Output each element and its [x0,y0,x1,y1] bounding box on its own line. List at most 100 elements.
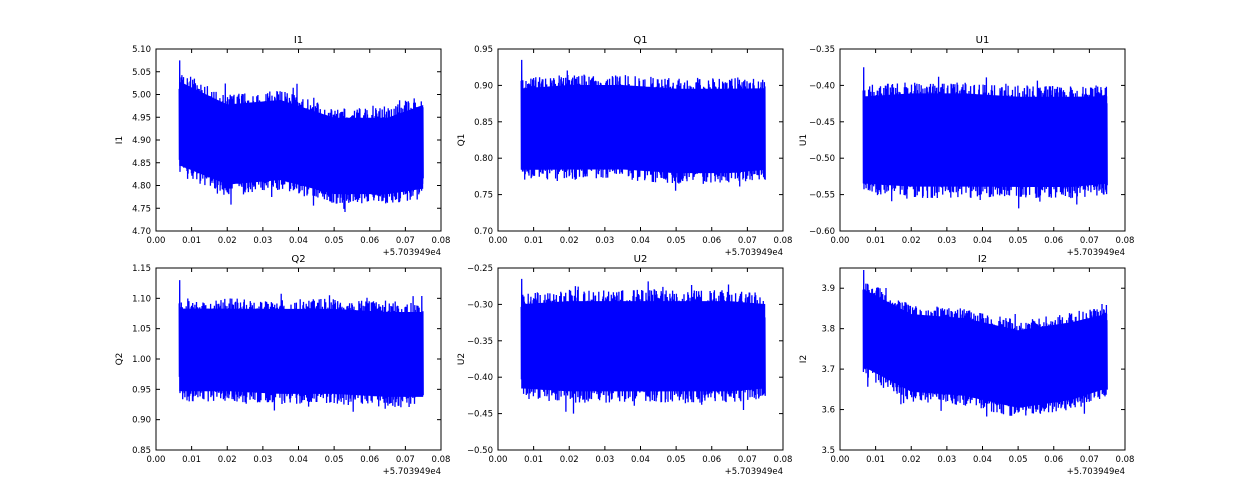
y-tick-label: −0.25 [467,264,493,274]
y-tick-label: 5.10 [132,45,151,55]
x-tick-label: 0.04 [973,236,992,246]
x-tick-label: 0.06 [360,236,379,246]
x-tick-label: 0.06 [360,455,379,465]
y-tick-label: −0.55 [809,191,835,201]
x-tick-label: 0.02 [218,455,237,465]
x-tick-label: 0.02 [902,236,921,246]
x-tick-label: 0.07 [1080,455,1099,465]
y-tick-label: 3.6 [821,406,835,416]
series-line-u2 [520,278,766,414]
x-tick-label: 0.06 [1044,455,1063,465]
y-tick-label: 4.75 [132,204,151,214]
x-tick-label: 0.02 [902,455,921,465]
y-tick-label: 4.80 [132,182,151,192]
y-axis-label: U2 [457,353,467,365]
x-tick-label: 0.00 [831,455,850,465]
x-offset-label: +5.703949e4 [383,467,441,477]
y-axis-label: I2 [799,355,809,363]
x-tick-label: 0.08 [774,455,793,465]
x-offset-label: +5.703949e4 [725,248,783,258]
y-tick-label: 0.95 [474,45,493,55]
y-tick-label: 0.75 [474,191,493,201]
x-tick-label: 0.06 [1044,236,1063,246]
x-tick-label: 0.05 [667,455,686,465]
x-tick-label: 0.08 [774,236,793,246]
x-tick-label: 0.03 [253,236,272,246]
x-tick-label: 0.01 [182,236,201,246]
y-axis-label: Q1 [457,134,467,147]
x-tick-label: 0.04 [631,455,650,465]
x-tick-label: 0.01 [866,455,885,465]
x-tick-label: 0.08 [1116,236,1135,246]
subplot-u2: 0.00 0.01 0.02 0.03 0.04 0.05 0.06 0.07 0.08 −0.5… [457,254,792,477]
y-tick-label: 0.95 [132,385,151,395]
subplot-title: U1 [976,35,990,46]
y-tick-label: −0.45 [467,410,493,420]
subplot-u1: 0.00 0.01 0.02 0.03 0.04 0.05 0.06 0.07 0.08 −0.6… [799,35,1134,258]
y-tick-label: −0.45 [809,118,835,128]
y-tick-label: 3.9 [821,284,835,294]
x-tick-label: 0.07 [738,236,757,246]
y-tick-label: 4.95 [132,113,151,123]
x-tick-label: 0.01 [524,236,543,246]
x-tick-label: 0.08 [1116,455,1135,465]
subplot-i1: 0.00 0.01 0.02 0.03 0.04 0.05 0.06 0.07 0.08 4.70… [115,35,450,258]
x-tick-label: 0.06 [702,455,721,465]
x-tick-label: 0.05 [1009,236,1028,246]
x-tick-label: 0.02 [218,236,237,246]
y-tick-label: 5.00 [132,91,151,101]
x-tick-label: 0.05 [325,236,344,246]
x-tick-label: 0.01 [182,455,201,465]
x-offset-label: +5.703949e4 [725,467,783,477]
x-offset-label: +5.703949e4 [1067,467,1125,477]
x-tick-label: 0.02 [560,236,579,246]
y-tick-label: 4.90 [132,136,151,146]
series-line-i2 [862,269,1108,417]
y-tick-label: 1.15 [132,264,151,274]
y-tick-label: −0.40 [809,81,835,91]
y-tick-label: 3.7 [821,365,835,375]
y-axis-label: I1 [115,136,125,144]
subplot-title: Q1 [633,35,647,46]
y-tick-label: 5.05 [132,68,151,78]
y-tick-label: −0.60 [809,227,835,237]
x-tick-label: 0.00 [831,236,850,246]
x-tick-label: 0.03 [253,455,272,465]
x-tick-label: 0.05 [667,236,686,246]
x-tick-label: 0.01 [866,236,885,246]
y-tick-label: 4.85 [132,159,151,169]
x-tick-label: 0.04 [631,236,650,246]
series-line-q2 [178,280,424,412]
x-offset-label: +5.703949e4 [383,248,441,258]
y-tick-label: −0.35 [809,45,835,55]
x-tick-label: 0.03 [595,236,614,246]
series-line-u1 [862,67,1108,209]
x-offset-label: +5.703949e4 [1067,248,1125,258]
x-tick-label: 0.06 [702,236,721,246]
x-tick-label: 0.07 [738,455,757,465]
subplot-title: Q2 [291,254,305,265]
subplot-title: U2 [634,254,648,265]
x-tick-label: 0.03 [595,455,614,465]
y-tick-label: 3.5 [821,446,835,456]
series-line-q1 [520,59,766,191]
x-tick-label: 0.05 [1009,455,1028,465]
x-tick-label: 0.08 [432,455,451,465]
x-tick-label: 0.02 [560,455,579,465]
x-tick-label: 0.07 [396,236,415,246]
y-tick-label: 0.85 [474,118,493,128]
y-tick-label: 0.90 [132,416,151,426]
x-tick-label: 0.05 [325,455,344,465]
y-tick-label: −0.30 [467,300,493,310]
x-tick-label: 0.07 [1080,236,1099,246]
x-tick-label: 0.00 [147,455,166,465]
y-tick-label: 1.00 [132,355,151,365]
x-tick-label: 0.00 [489,236,508,246]
subplot-i2: 0.00 0.01 0.02 0.03 0.04 0.05 0.06 0.07 0.08 3.5 3… [799,254,1134,477]
y-axis-label: U1 [799,134,809,146]
y-tick-label: −0.50 [809,154,835,164]
x-tick-label: 0.00 [147,236,166,246]
y-tick-label: 3.8 [821,325,835,335]
y-tick-label: 0.90 [474,81,493,91]
